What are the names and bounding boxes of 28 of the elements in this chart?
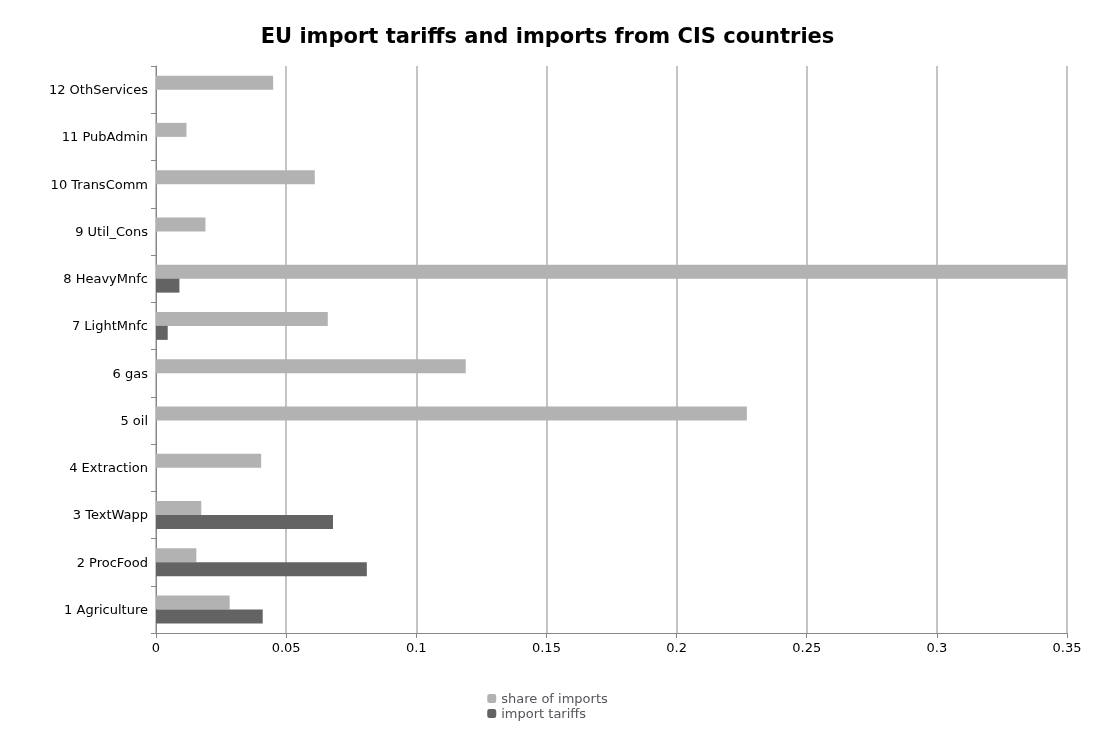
x-tick-label: 0.3 bbox=[926, 640, 948, 655]
y-tick-label: 11 PubAdmin bbox=[61, 129, 148, 145]
x-tick-label: 0.1 bbox=[405, 640, 427, 655]
y-tick-label: 12 OthServices bbox=[48, 82, 149, 98]
y-tick-label: 3 TextWapp bbox=[72, 507, 148, 523]
chart-title: EU import tariffs and imports from CIS countries bbox=[260, 23, 835, 48]
y-tick-label: 7 LightMnfc bbox=[71, 318, 148, 334]
bar bbox=[156, 278, 180, 293]
bar bbox=[156, 514, 333, 529]
legend-label: share of imports bbox=[501, 691, 608, 706]
x-tick-label: 0.05 bbox=[271, 640, 301, 655]
y-tick-label: 6 gas bbox=[112, 365, 149, 381]
x-tick-label: 0.35 bbox=[1052, 640, 1082, 655]
x-tick-label: 0 bbox=[151, 640, 161, 655]
x-tick-label: 0.15 bbox=[531, 640, 561, 655]
x-tick-label: 0.2 bbox=[666, 640, 687, 655]
bar bbox=[156, 325, 168, 340]
x-tick-label: 0.25 bbox=[792, 640, 822, 655]
y-tick-label: 5 oil bbox=[120, 412, 148, 428]
bar bbox=[156, 609, 263, 624]
y-tick-label: 10 TransComm bbox=[50, 176, 148, 192]
bar bbox=[156, 562, 367, 577]
y-tick-label: 4 Extraction bbox=[69, 460, 148, 476]
y-tick-label: 9 Util_Cons bbox=[75, 223, 149, 239]
y-tick-label: 2 ProcFood bbox=[76, 554, 148, 570]
legend-label: import tariffs bbox=[501, 706, 587, 721]
y-tick-label: 1 Agriculture bbox=[64, 601, 148, 617]
y-tick-label: 8 HeavyMnfc bbox=[63, 271, 148, 287]
